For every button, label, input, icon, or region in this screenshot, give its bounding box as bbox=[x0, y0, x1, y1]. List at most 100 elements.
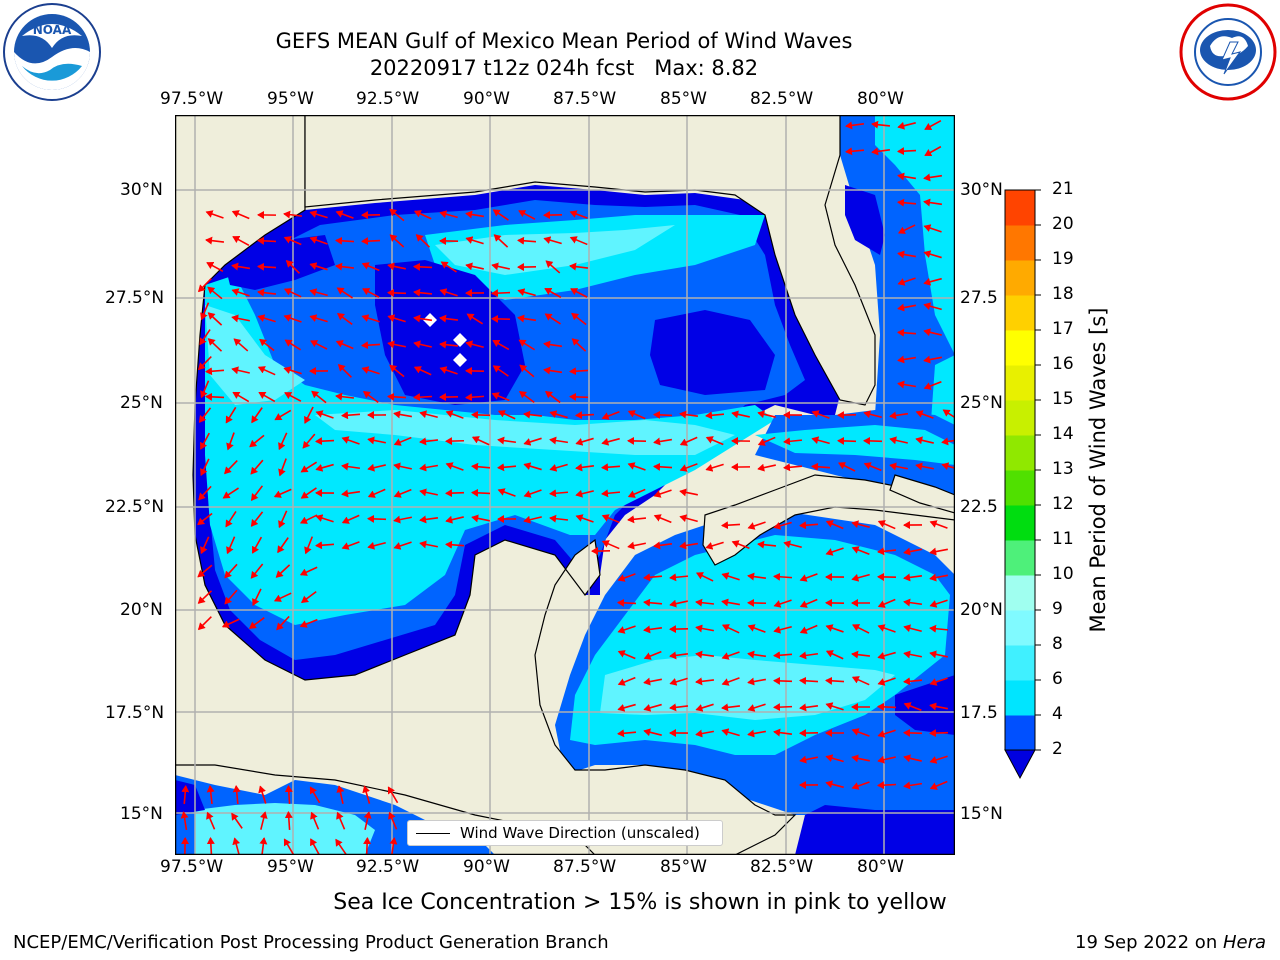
wind-arrow bbox=[284, 339, 302, 351]
wind-arrow bbox=[419, 463, 439, 472]
wind-arrow bbox=[643, 677, 662, 686]
wind-arrow bbox=[897, 277, 916, 286]
wind-arrow bbox=[492, 365, 509, 377]
wind-arrow bbox=[207, 338, 223, 352]
wind-arrow bbox=[309, 236, 328, 245]
wind-arrow bbox=[274, 409, 292, 421]
wind-arrow bbox=[549, 436, 569, 445]
wind-arrow bbox=[721, 521, 741, 530]
wind-arrow bbox=[549, 410, 568, 419]
wind-arrow bbox=[283, 838, 295, 855]
wind-arrow bbox=[361, 237, 381, 246]
wind-arrow bbox=[466, 313, 484, 325]
x-tick-bottom: 87.5°W bbox=[553, 857, 617, 877]
colorbar-tick-label: 12 bbox=[1052, 494, 1074, 514]
wind-arrow bbox=[497, 463, 517, 472]
wind-arrow bbox=[259, 338, 275, 352]
wind-arrow bbox=[877, 677, 896, 686]
wind-arrow bbox=[653, 514, 672, 524]
wind-arrow bbox=[825, 624, 844, 633]
legend: Wind Wave Direction (unscaled) bbox=[407, 820, 723, 846]
y-tick-left: 30°N bbox=[120, 180, 163, 200]
wind-arrow bbox=[923, 328, 942, 337]
wind-arrow bbox=[309, 262, 328, 271]
wind-arrow bbox=[389, 208, 405, 222]
wind-arrow bbox=[747, 650, 767, 659]
wind-arrow bbox=[747, 703, 766, 712]
wind-arrow bbox=[393, 436, 412, 446]
wind-arrow bbox=[283, 366, 302, 375]
wind-arrow bbox=[731, 410, 750, 419]
colorbar-tick-label: 20 bbox=[1052, 214, 1074, 234]
wind-arrow bbox=[199, 329, 211, 346]
wind-arrow bbox=[304, 536, 314, 555]
wind-arrow bbox=[705, 436, 724, 446]
wind-arrow bbox=[877, 729, 896, 738]
colorbar-tick-label: 19 bbox=[1052, 249, 1074, 269]
wind-arrow bbox=[393, 410, 413, 419]
wind-arrow bbox=[903, 754, 922, 763]
y-tick-left: 22.5°N bbox=[105, 497, 165, 517]
colorbar-tick-label: 13 bbox=[1052, 459, 1074, 479]
x-tick-bottom: 80°W bbox=[857, 857, 904, 877]
wind-arrow bbox=[601, 437, 620, 446]
wind-arrow bbox=[929, 547, 948, 556]
land bbox=[304, 115, 876, 406]
wind-arrow bbox=[757, 436, 776, 446]
wind-arrow bbox=[200, 536, 210, 555]
wind-arrow bbox=[231, 210, 250, 220]
wind-arrow bbox=[315, 463, 334, 472]
wind-arrow bbox=[924, 145, 942, 157]
wind-arrow bbox=[571, 338, 587, 352]
wind-arrow bbox=[284, 811, 293, 831]
wind-arrow bbox=[863, 410, 882, 419]
wind-arrow bbox=[617, 598, 637, 607]
colorbar-segment bbox=[1005, 435, 1035, 471]
wind-arrow bbox=[206, 837, 215, 855]
wind-arrow bbox=[232, 785, 241, 805]
wind-arrow bbox=[825, 754, 844, 763]
wind-arrow bbox=[747, 521, 766, 530]
wind-arrow bbox=[519, 364, 535, 378]
wind-arrow bbox=[445, 540, 465, 549]
wind-arrow bbox=[617, 729, 637, 738]
y-tick-left: 15°N bbox=[120, 804, 163, 824]
wind-arrow bbox=[897, 303, 916, 312]
colorbar-tick-label: 8 bbox=[1052, 634, 1063, 654]
wind-arrow bbox=[721, 624, 740, 634]
wind-arrow bbox=[341, 436, 360, 445]
wind-arrow bbox=[825, 702, 844, 711]
water-level-1 bbox=[845, 185, 885, 255]
wind-arrow bbox=[627, 515, 647, 524]
wind-arrow bbox=[679, 514, 698, 523]
wind-arrow bbox=[679, 410, 699, 419]
wind-arrow bbox=[696, 572, 714, 582]
wind-arrow bbox=[221, 618, 240, 628]
wind-arrow bbox=[653, 410, 673, 419]
wind-arrow bbox=[232, 235, 250, 247]
wind-arrow bbox=[747, 677, 766, 686]
wind-arrow bbox=[929, 729, 949, 738]
wind-arrow bbox=[575, 411, 595, 420]
wind-arrow bbox=[838, 462, 856, 472]
wind-arrow bbox=[941, 437, 955, 446]
wind-arrow bbox=[679, 541, 699, 550]
water-level-3 bbox=[755, 425, 955, 465]
wind-arrow bbox=[653, 462, 673, 471]
wind-arrow bbox=[523, 462, 542, 471]
wind-arrow bbox=[200, 380, 210, 399]
wind-arrow bbox=[549, 489, 569, 498]
wind-arrow bbox=[877, 547, 897, 556]
colorbar-segment bbox=[1005, 225, 1035, 261]
wind-arrow bbox=[232, 391, 250, 403]
wind-arrow bbox=[419, 515, 439, 524]
colorbar-tick-label: 9 bbox=[1052, 599, 1063, 619]
wind-arrow bbox=[302, 433, 316, 449]
colorbar-tick-label: 11 bbox=[1052, 529, 1074, 549]
wind-arrow bbox=[197, 590, 213, 604]
colorbar-tick-label: 18 bbox=[1052, 284, 1074, 304]
wind-arrow bbox=[311, 390, 327, 404]
wind-arrow bbox=[200, 458, 210, 477]
wind-arrow bbox=[897, 355, 917, 364]
wind-arrow bbox=[300, 461, 318, 473]
